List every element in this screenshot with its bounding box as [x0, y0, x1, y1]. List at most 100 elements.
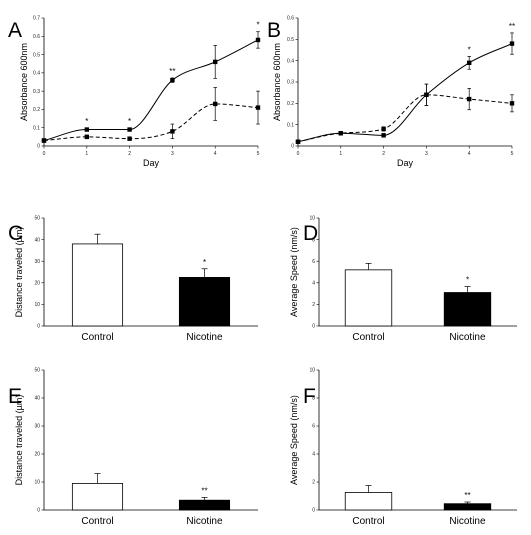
panel-letter: D [303, 222, 318, 245]
panel-letter: C [8, 222, 23, 245]
y-tick-label: 0.5 [287, 37, 294, 43]
y-axis-label: Distance traveled (µm) [14, 395, 24, 486]
y-tick-label: 2 [312, 480, 315, 486]
y-tick-label: 0.3 [33, 89, 40, 95]
data-point [467, 96, 472, 102]
data-point [295, 139, 301, 144]
y-tick-label: 0 [291, 144, 294, 150]
y-tick-label: 10 [34, 480, 40, 486]
x-tick-label: 0 [297, 151, 300, 157]
y-tick-label: 10 [34, 302, 40, 308]
significance-marker: * [468, 45, 471, 54]
data-point [84, 127, 89, 132]
y-tick-label: 0 [37, 324, 40, 330]
y-tick-label: 2 [312, 302, 315, 308]
data-point [255, 105, 261, 110]
panel-letter: F [303, 385, 316, 408]
y-axis-label: Average Speed (nm/s) [289, 227, 299, 317]
y-tick-label: 0.1 [33, 125, 40, 131]
x-axis-label: Day [143, 158, 160, 168]
y-tick-label: 6 [312, 259, 315, 265]
y-tick-label: 0.6 [287, 16, 294, 22]
bar [71, 243, 124, 327]
series-line-dashed [43, 103, 259, 142]
y-tick-label: 0.1 [287, 122, 294, 128]
panel-letter: E [8, 385, 22, 408]
y-axis-label: Average Speed (nm/s) [289, 395, 299, 485]
y-tick-label: 0.4 [33, 71, 40, 77]
panel-letter: A [8, 19, 22, 42]
y-axis-label: Absorbance 600nm [19, 43, 29, 121]
x-tick-label: 2 [382, 151, 385, 157]
data-point [170, 77, 175, 83]
data-point [255, 37, 261, 43]
bar [443, 292, 492, 327]
data-point [41, 138, 47, 143]
category-label: Control [352, 516, 384, 527]
chart-panel-b: B 0 0.1 0.2 0.3 0.4 0.5 0.6 Absorbance 600nm 0 1 2 3… [267, 16, 515, 168]
series-line-solid [43, 39, 259, 141]
y-tick-label: 10 [309, 368, 315, 374]
y-tick-label: 0.7 [33, 16, 40, 22]
bar [178, 499, 231, 511]
x-tick-label: 4 [468, 151, 471, 157]
data-point [213, 59, 218, 65]
data-point [424, 92, 429, 97]
x-tick-label: 1 [85, 151, 88, 157]
data-point [509, 41, 515, 46]
x-tick-label: 2 [128, 151, 131, 157]
y-tick-label: 0.6 [33, 34, 40, 40]
significance-marker: * [256, 21, 259, 30]
y-tick-label: 4 [312, 281, 315, 287]
y-tick-label: 0.5 [33, 52, 40, 58]
significance-marker: ** [201, 486, 207, 495]
y-tick-label: 0.2 [33, 107, 40, 113]
y-tick-label: 0 [37, 508, 40, 514]
y-tick-label: 4 [312, 452, 315, 458]
y-tick-label: 0 [37, 144, 40, 150]
category-label: Nicotine [186, 516, 223, 527]
y-tick-label: 10 [309, 216, 315, 222]
bar [71, 482, 124, 511]
y-tick-label: 8 [312, 396, 315, 402]
data-point [338, 131, 343, 136]
significance-marker: ** [464, 491, 470, 500]
y-tick-label: 6 [312, 424, 315, 430]
y-tick-label: 0.4 [287, 58, 294, 64]
y-tick-label: 0.3 [287, 80, 294, 86]
y-tick-label: 40 [34, 396, 40, 402]
bar [344, 492, 393, 511]
data-point [381, 133, 386, 138]
y-tick-label: 30 [34, 424, 40, 430]
significance-marker: * [203, 258, 206, 267]
x-tick-label: 1 [339, 151, 342, 157]
x-tick-label: 5 [257, 151, 260, 157]
x-tick-label: 5 [511, 151, 514, 157]
y-tick-label: 50 [34, 216, 40, 222]
x-axis-label: Day [397, 158, 414, 168]
data-point [213, 101, 218, 107]
data-point [84, 134, 89, 140]
category-label: Nicotine [449, 516, 486, 527]
chart-panel-f: F 0 2 4 6 8 10 Average Speed (nm/s) Control Nicot… [289, 368, 517, 527]
bar [443, 503, 492, 511]
significance-marker: * [128, 117, 131, 126]
y-tick-label: 40 [34, 237, 40, 243]
panel-letter: B [267, 19, 281, 42]
category-label: Control [352, 332, 384, 343]
x-tick-label: 4 [214, 151, 217, 157]
data-point [381, 126, 386, 132]
y-tick-label: 20 [34, 281, 40, 287]
x-tick-label: 0 [43, 151, 46, 157]
significance-marker: * [85, 117, 88, 126]
category-label: Control [81, 332, 113, 343]
data-point [170, 129, 175, 134]
series-line-solid [297, 43, 513, 143]
data-point [127, 136, 132, 141]
y-tick-label: 0 [312, 508, 315, 514]
significance-marker: ** [169, 67, 175, 76]
category-label: Nicotine [186, 332, 223, 343]
category-label: Control [81, 516, 113, 527]
y-tick-label: 0 [312, 324, 315, 330]
